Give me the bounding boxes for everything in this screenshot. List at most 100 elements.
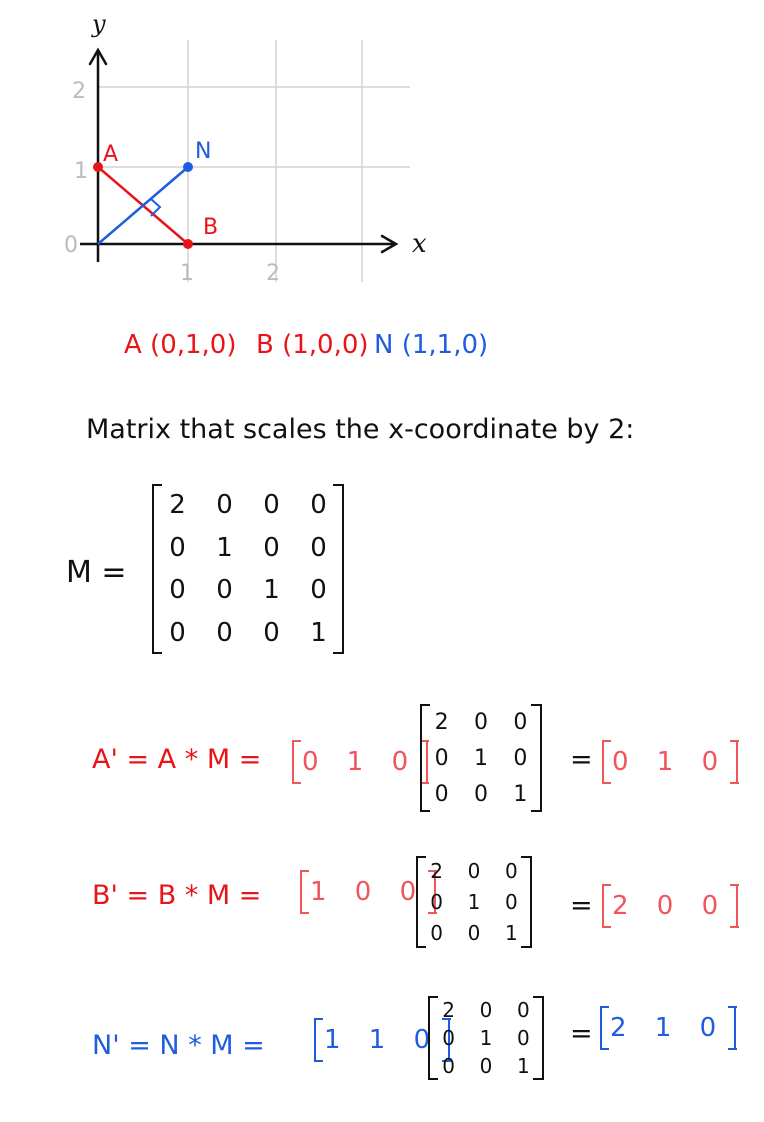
product-a-lhs: A' = A * M = [92,744,262,775]
matrix-m-bracket-tick [152,484,162,486]
product-n-matrix-cell: 0 [516,1026,530,1050]
product-b-result: 2 0 0 [601,884,739,928]
coordinate-graph: y x 2 1 0 1 2 A N B [64,10,427,286]
matrix-m-cell: 2 [169,490,186,521]
point-label-n: N [195,139,211,164]
matrix-m-label: M = [66,555,127,590]
point-label-a: A [103,142,118,167]
y-axis-arrowhead [88,47,108,66]
vector-bracket-tick [313,1059,323,1062]
product-b-matrix-cell: 0 [430,889,444,914]
product-n-equals: = [570,1018,593,1049]
matrix-m-cell: 0 [169,532,186,563]
product-n-result: 2 1 0 [599,1006,737,1050]
vector-bracket-tick [299,870,309,872]
product-b-lhs: B' = B * M = [92,880,262,911]
product-b-matrix-cell: 0 [504,889,518,914]
vector-bracket-tick [313,1018,323,1020]
vector-bracket-tick [601,884,611,886]
product-a-matrix-cell: 0 [434,781,449,807]
matrix-m-cell: 0 [216,490,233,521]
matrix-m-cell: 0 [216,575,233,606]
y-tick-2: 2 [72,79,86,104]
product-b-matrix-cell: 0 [467,920,481,945]
x-axis-label: x [412,229,427,259]
vector-bracket-tick [441,1018,451,1020]
product-a-matrix: 2 0 0 0 1 0 0 0 1 [420,704,542,812]
product-n-matrix-cell: 1 [479,1026,493,1050]
matrix-m-cell: 0 [310,490,327,521]
vector-bracket-tick [599,1047,609,1050]
matrix-m-bracket-tick [152,652,162,654]
product-a-matrix-cell: 2 [434,709,449,735]
product-a-vector: 0 1 0 [291,740,429,784]
x-axis-arrowhead [380,234,399,254]
vector-bracket-tick [601,781,611,784]
matrix-m-cell: 0 [263,532,280,563]
product-b-matrix-cell: 0 [504,859,518,884]
matrix-m-bracket-tick [333,652,343,654]
vector-bracket-tick [291,740,301,742]
product-a-bracket-tick [420,810,430,812]
y-axis-label: y [91,10,106,38]
coord-n: N (1,1,0) [374,330,489,360]
vector-bracket-tick [601,740,611,742]
x-tick-2: 2 [266,261,280,286]
product-b-matrix: 2 0 0 0 1 0 0 0 1 [416,856,532,948]
product-b-matrix-cell: 2 [430,859,444,884]
y-tick-1: 1 [74,159,88,184]
product-a-bracket-tick [531,810,541,812]
y-tick-0: 0 [64,233,78,258]
matrix-m-cell: 0 [263,617,280,648]
point-label-b: B [203,215,218,240]
vector-bracket-tick [419,781,429,784]
vector-bracket-tick [729,925,739,928]
product-n-bracket-tick [533,1078,543,1080]
segment-origin-n [97,166,189,245]
vector-bracket-tick [729,884,739,886]
vector-bracket-tick [599,1006,609,1008]
product-a-equals: = [570,744,593,775]
product-a-matrix-cell: 0 [473,781,488,807]
product-b-matrix-cell: 1 [467,889,481,914]
vector-bracket-tick [729,740,739,742]
vector-bracket-tick [727,1047,737,1050]
matrix-m-cell: 0 [310,532,327,563]
point-a [93,162,103,172]
product-n-matrix-cell: 0 [442,1054,456,1078]
product-a-matrix-cell: 0 [513,745,528,771]
product-n-matrix-cell: 0 [479,1054,493,1078]
product-n-bracket-tick [428,1078,438,1080]
coord-b: B (1,0,0) [256,330,369,360]
product-a-matrix-cell: 0 [513,709,528,735]
product-b-matrix-cell: 0 [467,859,481,884]
vector-bracket-tick [729,781,739,784]
product-n-lhs: N' = N * M = [92,1030,265,1061]
product-n-matrix-cell: 0 [442,1026,456,1050]
matrix-m-cell: 0 [216,617,233,648]
x-tick-1: 1 [180,261,194,286]
matrix-m-bracket-tick [333,484,343,486]
right-angle-marker [150,198,162,217]
vector-bracket-tick [291,781,301,784]
product-n-bracket-tick [428,996,438,998]
vector-bracket-tick [427,870,437,872]
product-n-vector: 1 1 0 [313,1018,451,1062]
product-n-matrix-cell: 0 [516,998,530,1022]
product-b-matrix-cell: 0 [430,920,444,945]
caption: Matrix that scales the x-coordinate by 2… [86,414,635,445]
matrix-m-cell: 1 [310,617,327,648]
vector-bracket-tick [427,911,437,914]
product-a-matrix-cell: 0 [473,709,488,735]
vector-bracket-tick [727,1006,737,1008]
product-b-bracket-tick [521,946,531,948]
vector-bracket-tick [441,1059,451,1062]
matrix-m-cell: 1 [216,532,233,563]
matrix-m-cell: 0 [169,617,186,648]
matrix-m: 2 0 0 0 0 1 0 0 0 0 1 0 0 0 0 1 [152,484,344,654]
product-n-matrix-cell: 0 [479,998,493,1022]
matrix-m-cell: 0 [263,490,280,521]
product-b-bracket-tick [416,856,426,858]
vector-bracket-tick [601,925,611,928]
product-a-bracket-tick [420,704,430,706]
